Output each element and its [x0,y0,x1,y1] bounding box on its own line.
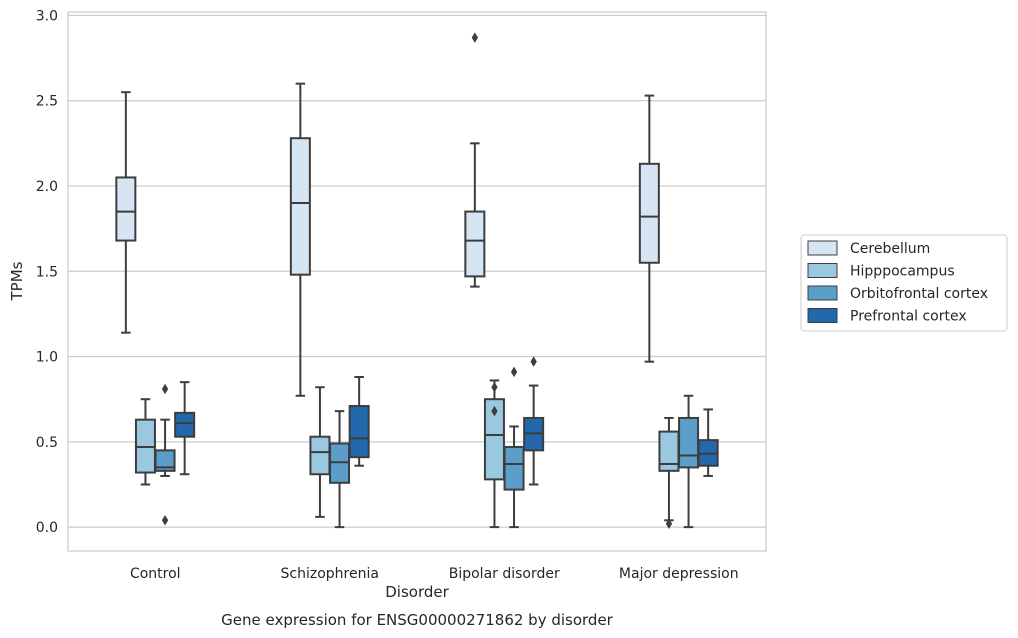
box-iqr [638,162,660,264]
box-iqr [678,416,700,469]
box-hipppocampus [134,398,156,486]
x-tick-label: Bipolar disorder [449,566,560,582]
legend-swatch [807,240,838,256]
box-orbitofrontal-cortex [154,383,176,526]
box-hipppocampus [483,379,505,529]
legend-frame [800,234,1008,332]
y-tick-label: 0.0 [36,520,58,536]
outlier-point [491,382,498,393]
y-axis-label: TPMs [8,261,26,301]
x-tick-label: Major depression [619,566,739,582]
legend-swatch [807,308,838,323]
legend-label: Orbitofrontal cortex [850,286,988,302]
outlier-point [510,366,518,378]
box-hipppocampus [658,416,680,529]
box-prefrontal-cortex [523,356,545,486]
box-iqr [174,411,196,438]
x-tick-label: Schizophrenia [281,566,379,582]
outlier-point [471,32,478,43]
box-prefrontal-cortex [697,408,719,477]
y-tick-label: 3.0 [36,8,58,24]
legend: Cerebellum Hipppocampus Orbitofrontal cort… [800,234,1008,332]
box-cerebellum [464,32,486,288]
box-cerebellum [289,82,311,397]
x-axis-label: Disorder [385,583,449,601]
y-tick-label: 2.5 [36,94,58,110]
box-orbitofrontal-cortex [503,366,525,529]
x-tick-label: Control [130,566,181,582]
legend-label: Cerebellum [850,241,930,257]
box-iqr [483,398,505,481]
outlier-point [530,356,537,367]
box-prefrontal-cortex [348,376,370,467]
box-iqr [115,176,137,242]
plot-area-frame [67,11,767,552]
legend-swatch [807,285,838,301]
box-orbitofrontal-cortex [329,410,351,529]
y-axis-ticks: 0.0 0.5 1.0 1.5 2.0 2.5 3.0 [36,8,58,536]
y-tick-label: 1.5 [36,264,58,280]
box-prefrontal-cortex [174,381,196,476]
box-iqr [348,405,370,459]
box-iqr [503,445,525,491]
box-hipppocampus [309,386,331,518]
legend-label: Hipppocampus [850,264,955,280]
box-orbitofrontal-cortex [678,394,700,529]
x-axis-ticks: Control Schizophrenia Bipolar disorder Majo… [130,566,739,582]
outlier-point [665,518,673,529]
y-tick-label: 1.0 [36,350,58,366]
y-tick-label: 2.0 [36,179,58,195]
legend-label: Prefrontal cortex [850,309,967,325]
box-iqr [464,210,486,278]
box-iqr [289,137,311,276]
box-cerebellum [638,94,660,363]
y-tick-label: 0.5 [36,435,58,451]
box-iqr [154,449,176,472]
box-cerebellum [115,91,137,334]
outlier-point [161,515,169,526]
legend-swatch [807,263,838,278]
boxes [115,32,719,529]
box-iqr [309,435,331,476]
chart-caption: Gene expression for ENSG00000271862 by d… [221,611,614,629]
outlier-point [161,383,169,395]
outlier-point [491,405,498,417]
